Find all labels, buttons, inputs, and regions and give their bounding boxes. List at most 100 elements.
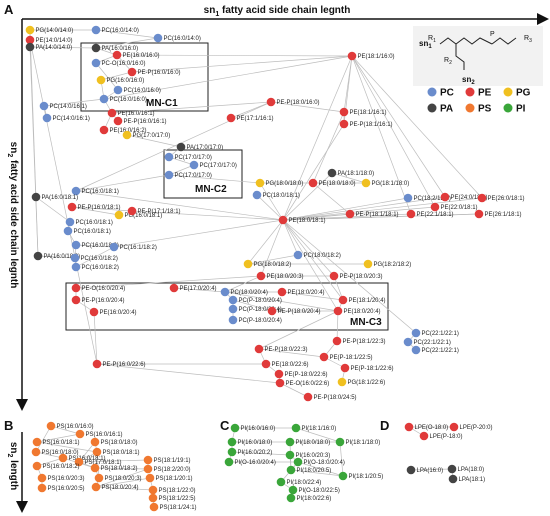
network-edge bbox=[224, 291, 339, 312]
network-edge bbox=[231, 451, 291, 456]
network-edge bbox=[131, 210, 284, 221]
lipid-node: PE(16:0/16:1) bbox=[107, 108, 155, 118]
lipid-node-label: PS(18:0/20:4) bbox=[102, 485, 139, 491]
lipid-node-marker bbox=[74, 457, 84, 467]
lipid-node: PC(18:2/18:1) bbox=[403, 193, 451, 203]
network-edge bbox=[94, 467, 149, 470]
lipid-node-marker bbox=[92, 447, 102, 457]
lipid-node: PI(O-16:0/20:4) bbox=[224, 457, 276, 467]
lipid-node-marker bbox=[94, 473, 104, 483]
lipid-node: PC(18:0/18:2) bbox=[293, 250, 341, 260]
lipid-node-marker bbox=[276, 477, 286, 487]
lipid-node-marker bbox=[153, 33, 163, 43]
lipid-node-label: PI(O-16:0/20:4) bbox=[235, 460, 276, 466]
network-edge bbox=[336, 310, 339, 342]
lipid-node-marker bbox=[224, 457, 234, 467]
lipid-node: PS(16:0/18:0) bbox=[31, 447, 79, 457]
cluster-box-c2 bbox=[163, 149, 243, 199]
lipid-node: PC(16:0/18:2) bbox=[70, 253, 118, 263]
lipid-node-label: PE-P(18:1/16:1) bbox=[350, 122, 393, 128]
lipid-node-label: PA(16:0/16:0) bbox=[102, 46, 139, 52]
network-edge bbox=[290, 469, 344, 477]
phospholipid-structure: sn1 R1 P R3 R2 sn2 bbox=[413, 26, 543, 86]
lipid-node: PS(16:0/16:1) bbox=[75, 429, 123, 439]
lipid-node: PE-P(16:0/18:1) bbox=[67, 202, 121, 212]
lipid-node-marker bbox=[440, 192, 450, 202]
lipid-node-label: PC(17:0/17:0) bbox=[175, 155, 212, 161]
lipid-node: PE(16:0/20:4) bbox=[89, 307, 137, 317]
network-edge bbox=[35, 196, 71, 223]
network-edge bbox=[279, 382, 309, 398]
lipid-node-marker bbox=[58, 453, 68, 463]
lipid-node-marker bbox=[71, 240, 81, 250]
lipid-node-label: PC(22:1/22:1) bbox=[422, 348, 459, 354]
network-edge bbox=[50, 425, 81, 435]
lipid-node-label: PE-P(18:0/20:4) bbox=[278, 309, 321, 315]
lipid-node-marker bbox=[71, 186, 81, 196]
lipid-node: PC(17:0/17:0) bbox=[164, 152, 212, 162]
network-edge bbox=[258, 348, 325, 358]
network-edge bbox=[339, 441, 344, 477]
lipid-node-marker bbox=[340, 363, 350, 373]
lipid-node: PS(16:0/20:5) bbox=[37, 483, 85, 493]
lipid-node: PE(24:0/18:1) bbox=[440, 192, 488, 202]
lipid-node: LPE(P-18:0) bbox=[419, 431, 463, 441]
lipid-node-label: PS(17:0/18:1) bbox=[85, 460, 122, 466]
lipid-node-marker bbox=[169, 283, 179, 293]
lipid-node: PI(18:0/22:4) bbox=[276, 477, 321, 487]
lipid-node-label: PG(18:1/18:0) bbox=[372, 181, 410, 187]
network-edge bbox=[297, 461, 344, 477]
lipid-node-marker bbox=[148, 493, 158, 503]
lipid-node-marker bbox=[411, 345, 421, 355]
lipid-node-marker bbox=[127, 206, 137, 216]
lipid-node: PE(18:1/20:4) bbox=[338, 295, 386, 305]
lipid-node-label: PC(17:0/17:0) bbox=[200, 163, 237, 169]
network-edge bbox=[282, 219, 344, 301]
lipid-node: LPA(18:1) bbox=[448, 474, 485, 484]
lipid-node-label: PC(14:0/16:1) bbox=[50, 104, 87, 110]
lipid-node: PC(22:1/22:1) bbox=[403, 337, 451, 347]
lipid-node: PS(18:0/18:0) bbox=[90, 437, 138, 447]
lipid-node: PC(18:0/18:1) bbox=[252, 190, 300, 200]
lipid-node-marker bbox=[63, 226, 73, 236]
panel-label-b: B bbox=[4, 418, 14, 433]
lipid-node-label: PG(17:0/17:0) bbox=[133, 133, 171, 139]
lipid-node-label: PG(16:0/16:0) bbox=[107, 78, 145, 84]
lipid-node-marker bbox=[411, 328, 421, 338]
lipid-node-marker bbox=[477, 193, 487, 203]
lipid-node: PS(18:1/19:1) bbox=[143, 455, 191, 465]
lipid-node-marker bbox=[403, 193, 413, 203]
lipid-node: PE(18:0/18:1) bbox=[278, 215, 326, 225]
lipid-node-marker bbox=[363, 259, 373, 269]
lipid-node-label: PE(16:0/20:4) bbox=[100, 310, 137, 316]
lipid-node: PE(P-18:1/22:6) bbox=[340, 363, 394, 373]
lipid-node-label: PC(17:0/17:0) bbox=[175, 173, 212, 179]
lipid-node-label: PE(P-18:0/22:6) bbox=[285, 372, 328, 378]
lipid-node-marker bbox=[32, 461, 42, 471]
lipid-node-marker bbox=[71, 295, 81, 305]
lipid-node-marker bbox=[430, 202, 440, 212]
lipid-node-label: PE-P(16:0/18:1) bbox=[78, 205, 121, 211]
lipid-node: PE-P(18:0/24:5) bbox=[303, 392, 357, 402]
network-edge bbox=[95, 468, 149, 488]
lipid-node-label: PC(16:0/18:1) bbox=[82, 189, 119, 195]
network-edge bbox=[29, 46, 97, 49]
lipid-node: PE(14:0/14:0) bbox=[25, 35, 73, 45]
lipid-node-marker bbox=[347, 51, 357, 61]
lipid-node: LPA(18:0) bbox=[447, 464, 484, 474]
lipid-node-label: PC(16:1/18:2) bbox=[120, 245, 157, 251]
lipid-node-marker bbox=[447, 464, 457, 474]
lipid-node: PC(16:0/18:1) bbox=[71, 186, 119, 196]
network-edge bbox=[103, 55, 353, 100]
network-edge bbox=[247, 254, 299, 265]
lipid-node: PC(17:0/17:0) bbox=[164, 170, 212, 180]
network-edges bbox=[29, 29, 483, 508]
lipid-node-marker bbox=[275, 378, 285, 388]
lipid-node: PE(18:0/18:0) bbox=[308, 178, 356, 188]
network-edge bbox=[331, 172, 367, 184]
lipid-node: PG(14:0/14:0) bbox=[25, 25, 73, 35]
network-edge bbox=[75, 174, 170, 192]
lipid-node: PE-P(17:1/18:1) bbox=[127, 206, 181, 216]
legend-label: PG bbox=[516, 88, 531, 99]
lipid-node-marker bbox=[33, 251, 43, 261]
